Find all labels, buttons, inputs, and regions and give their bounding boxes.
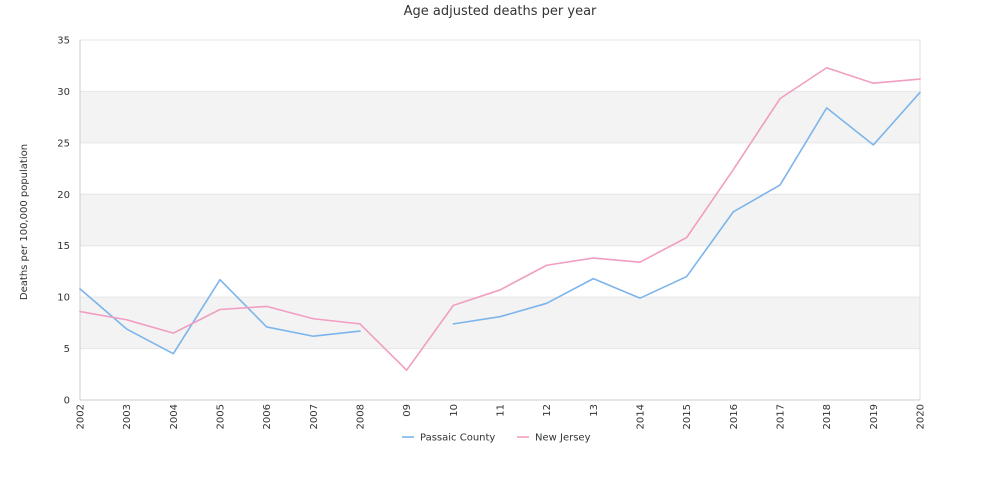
y-tick-label: 35: [57, 36, 70, 47]
gridlines: [80, 39, 920, 401]
legend-item[interactable]: New Jersey: [517, 433, 591, 444]
x-tick-label: 2007: [309, 404, 320, 429]
grid-band: [80, 297, 920, 349]
y-tick-label: 0: [64, 396, 70, 407]
x-tick-label: 09: [402, 404, 413, 417]
x-tick-label: 2019: [869, 404, 880, 429]
y-tick-label: 30: [57, 87, 70, 98]
x-tick-label: 2020: [916, 404, 927, 429]
series-line: [79, 91, 921, 355]
series-line: [79, 66, 921, 371]
legend-label: New Jersey: [535, 433, 591, 444]
x-tick-label: 2015: [682, 404, 693, 429]
x-tick-label: 2004: [169, 404, 180, 429]
x-tick-label: 2002: [76, 404, 87, 429]
y-axis-label: Deaths per 100,000 population: [19, 144, 30, 300]
chart-title: Age adjusted deaths per year: [404, 4, 597, 19]
series-layer: [79, 66, 921, 371]
x-tick-label: 2014: [636, 404, 647, 429]
plot-area: [79, 39, 921, 401]
x-tick-label: 2016: [729, 404, 740, 429]
series-1: [79, 91, 921, 355]
y-tick-label: 5: [64, 344, 70, 355]
x-tick-label: 2003: [122, 404, 133, 429]
x-tick-label: 2005: [216, 404, 227, 429]
y-tick-label: 15: [57, 241, 70, 252]
grid-bands: [80, 91, 920, 349]
x-tick-label: 11: [496, 404, 507, 417]
x-tick-label: 13: [589, 404, 600, 417]
axes: [79, 40, 921, 401]
y-axis-ticks: 0 5 10 15 20 25 30 35: [57, 36, 70, 407]
x-tick-label: 12: [542, 404, 553, 417]
x-tick-label: 2017: [776, 404, 787, 429]
legend-label: Passaic County: [420, 433, 495, 444]
x-tick-label: 2006: [262, 404, 273, 429]
grid-band: [80, 194, 920, 246]
legend: Passaic County New Jersey: [402, 433, 591, 444]
grid-band: [80, 91, 920, 143]
series-2: [79, 66, 921, 371]
x-tick-label: 2018: [822, 404, 833, 429]
y-tick-label: 10: [57, 293, 70, 304]
y-tick-label: 25: [57, 138, 70, 149]
legend-item[interactable]: Passaic County: [402, 433, 495, 444]
x-tick-label: 2008: [356, 404, 367, 429]
x-axis-ticks: 2002 2003 2004 2005 2006 2007 2008 09 10 11 12 13 20…: [76, 404, 927, 429]
y-tick-label: 20: [57, 190, 70, 201]
x-tick-label: 10: [449, 404, 460, 417]
